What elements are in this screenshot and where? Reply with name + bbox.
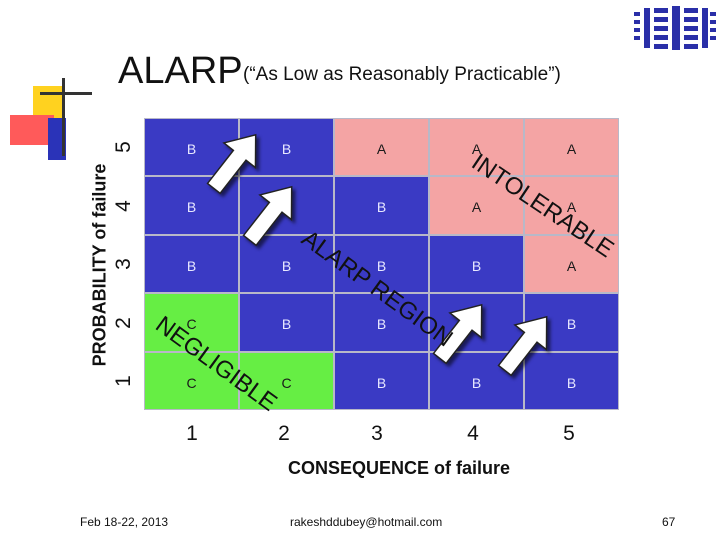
decor-horizontal-line <box>40 92 92 95</box>
region-label-negligible: NEGLIGIBLE <box>150 311 281 417</box>
matrix-cell: B <box>239 293 334 352</box>
region-label-alarp: ALARP REGION <box>296 225 457 352</box>
slide-subtitle: (“As Low as Reasonably Practicable”) <box>243 64 561 85</box>
matrix-cell: B <box>429 234 524 294</box>
matrix-cell: A <box>429 118 524 177</box>
arrow-down-left-icon <box>242 185 293 247</box>
region-label-intolerable: INTOLERABLE <box>467 149 619 264</box>
x-tick: 3 <box>371 422 383 445</box>
x-axis-label: CONSEQUENCE of failure <box>287 458 511 478</box>
matrix-cell: C <box>144 293 239 352</box>
matrix-cell-label: C <box>281 374 292 391</box>
matrix-cell-label: B <box>186 257 197 274</box>
matrix-cell-label: B <box>186 141 197 157</box>
matrix-cell: A <box>524 118 619 177</box>
arrow-down-left-icon <box>497 315 548 377</box>
x-tick: 2 <box>278 422 290 445</box>
decor-vertical-line <box>62 78 65 156</box>
footer-email: rakeshddubey@hotmail.com <box>290 515 443 529</box>
matrix-cell-label: A <box>376 141 387 157</box>
matrix-cell-label: A <box>566 141 577 157</box>
x-tick: 1 <box>186 422 198 445</box>
arrow-down-left-icon <box>206 133 257 195</box>
matrix-cell: A <box>524 234 619 294</box>
matrix-cell: C <box>144 351 239 410</box>
matrix-cell-label: B <box>376 374 387 391</box>
matrix-cell-label: A <box>566 257 577 274</box>
matrix-cell: B <box>334 176 429 235</box>
matrix-cell-label: A <box>471 141 482 157</box>
matrix-cell: B <box>334 234 429 294</box>
matrix-cell-label: B <box>376 199 387 216</box>
matrix-cell: A <box>429 176 524 235</box>
matrix-cell: A <box>334 118 429 177</box>
matrix-cell: B <box>334 293 429 352</box>
footer-page-number: 67 <box>662 515 676 529</box>
matrix-cell-label: A <box>471 199 482 216</box>
matrix-cell-label: B <box>281 257 292 274</box>
x-tick: 4 <box>467 422 479 445</box>
matrix-cell-label: B <box>186 199 197 216</box>
decor-blue-square <box>48 118 66 160</box>
decor-red-square <box>10 115 54 145</box>
footer-date: Feb 18-22, 2013 <box>80 515 169 529</box>
matrix-cell-label: B <box>471 257 482 274</box>
matrix-cell: A <box>524 176 619 235</box>
matrix-cell-label: B <box>566 374 577 391</box>
matrix-cell-label: C <box>186 374 197 391</box>
matrix-cell: B <box>144 234 239 294</box>
matrix-cell-label: B <box>281 141 292 157</box>
matrix-cell-label: B <box>376 257 387 274</box>
matrix-cell: B <box>524 351 619 410</box>
arrow-down-left-icon <box>432 303 483 365</box>
matrix-cell-label: A <box>566 199 577 216</box>
x-tick: 5 <box>563 422 575 445</box>
matrix-cell: C <box>239 351 334 410</box>
slide-title: ALARP <box>118 50 243 92</box>
matrix-cell: B <box>334 351 429 410</box>
institution-logo <box>634 6 716 50</box>
matrix-cell-label: C <box>186 316 197 333</box>
matrix-cell-label: B <box>281 316 292 333</box>
matrix-cell-label: B <box>471 374 482 391</box>
matrix-cell-label: B <box>566 316 577 333</box>
matrix-cell-label: B <box>376 316 387 333</box>
